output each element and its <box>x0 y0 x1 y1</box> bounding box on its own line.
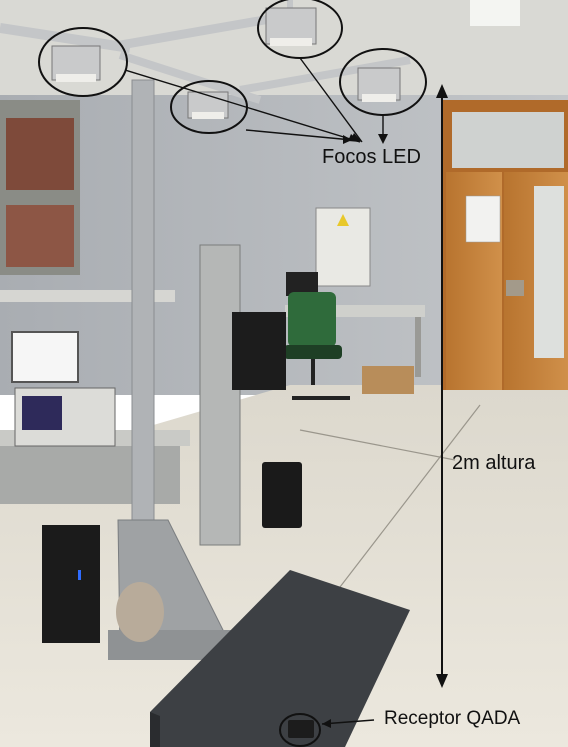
stone-weight <box>116 582 164 642</box>
ceiling-beam-diagonal <box>118 51 262 104</box>
window-pane-bottom <box>6 205 74 267</box>
pc-tower-left <box>42 525 100 643</box>
optical-table-edge <box>150 712 160 747</box>
receptor-label: Receptor QADA <box>384 708 521 729</box>
cardboard-box <box>362 366 414 394</box>
rack-frame <box>199 244 241 546</box>
right-bench-leg <box>415 317 421 377</box>
chair-back <box>288 292 336 347</box>
height-arrow <box>436 84 448 688</box>
floor-seam-2 <box>329 404 481 601</box>
left-bench-shelf <box>0 290 175 302</box>
led-spotlight-4 <box>357 67 401 102</box>
door-handle <box>506 280 524 296</box>
focos-led-label: Focos LED <box>322 146 421 168</box>
warning-sign <box>337 214 349 226</box>
led-spotlight-1 <box>51 45 101 82</box>
floor-seam <box>299 429 456 461</box>
annotation-arrows <box>124 57 384 143</box>
door-notice <box>465 195 501 243</box>
optical-table <box>150 570 410 747</box>
height-label: 2m altura <box>452 452 536 474</box>
laptop-screen <box>11 331 79 383</box>
annotation-circle-receptor <box>279 713 321 747</box>
oscilloscope-screen <box>22 396 62 430</box>
annotation-circle-led-1 <box>38 27 128 97</box>
receptor-arrow <box>321 719 375 728</box>
ceiling-beam-main <box>0 23 131 53</box>
led-spotlight-2 <box>265 7 317 46</box>
rack-pc <box>232 312 286 390</box>
window-pane-top <box>6 118 74 190</box>
ceiling-light-panel <box>470 0 520 26</box>
qada-receptor <box>288 720 314 738</box>
led-spotlight-3 <box>187 91 229 119</box>
ceiling-beam-right <box>239 56 411 94</box>
chair-seat <box>284 345 342 359</box>
annotation-arrowheads <box>343 133 388 144</box>
trash-bin <box>262 462 302 528</box>
electrical-cabinet <box>315 207 371 287</box>
stand-pole <box>131 79 155 521</box>
door-top-glass <box>452 112 564 168</box>
door-glass-strip <box>534 186 564 358</box>
pc-tower-led <box>78 570 81 580</box>
